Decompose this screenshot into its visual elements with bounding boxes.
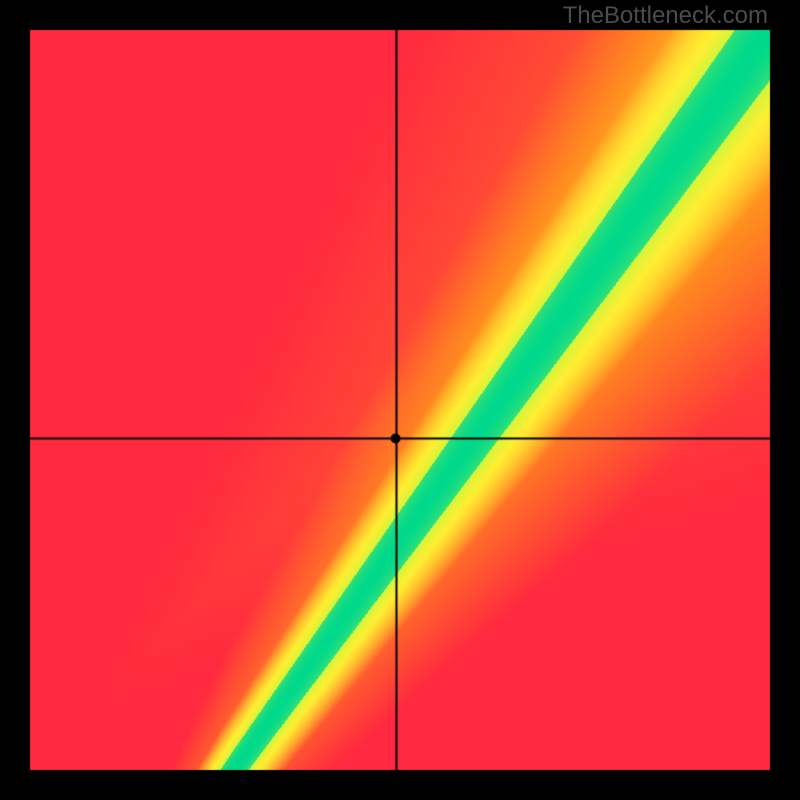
chart-container: { "canvas": { "width": 800, "height": 80… bbox=[0, 0, 800, 800]
bottleneck-heatmap bbox=[0, 0, 800, 800]
watermark-text: TheBottleneck.com bbox=[563, 2, 768, 30]
